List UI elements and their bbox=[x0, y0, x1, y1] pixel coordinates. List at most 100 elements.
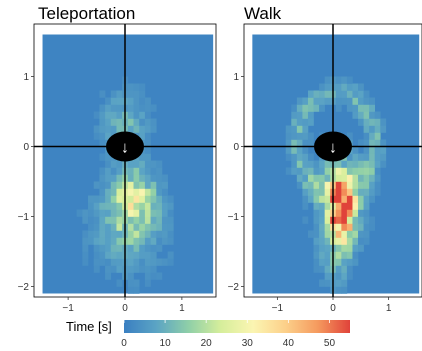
heatmap-cell bbox=[313, 174, 320, 182]
heatmap-cell bbox=[285, 153, 292, 161]
heatmap-cell bbox=[99, 174, 106, 182]
heatmap-cell bbox=[99, 251, 106, 259]
heatmap-cell bbox=[319, 90, 325, 98]
heatmap-cell bbox=[150, 202, 157, 210]
heatmap-cell bbox=[346, 265, 353, 273]
heatmap-cell bbox=[133, 265, 140, 273]
heatmap-cell bbox=[358, 209, 364, 217]
heatmap-cell bbox=[99, 167, 106, 175]
heatmap-cell bbox=[82, 251, 89, 259]
heatmap-cell bbox=[363, 160, 370, 168]
heatmap-cell bbox=[133, 244, 140, 252]
heatmap-cell bbox=[110, 160, 117, 168]
heatmap-cell bbox=[319, 279, 325, 287]
heatmap-cell bbox=[105, 216, 112, 224]
heatmap-cell bbox=[369, 132, 376, 140]
heatmap-cell bbox=[346, 97, 353, 105]
heatmap-cell bbox=[105, 104, 112, 112]
heatmap-cell bbox=[341, 181, 348, 189]
heatmap-cell bbox=[319, 244, 325, 252]
heatmap-cell bbox=[93, 230, 100, 238]
heatmap-cell bbox=[363, 188, 370, 196]
heatmap-cell bbox=[139, 251, 146, 259]
heatmap-cell bbox=[341, 83, 348, 91]
heatmap-cell bbox=[302, 111, 309, 119]
heatmap-cell bbox=[335, 104, 342, 112]
heatmap-cell bbox=[369, 181, 376, 189]
heatmap-cell bbox=[99, 181, 106, 189]
heatmap-cell bbox=[352, 216, 359, 224]
heatmap-cell bbox=[335, 237, 342, 245]
heatmap-cell bbox=[127, 125, 134, 133]
heatmap-cell bbox=[116, 90, 123, 98]
heatmap-cell bbox=[369, 160, 376, 168]
heatmap-cell bbox=[341, 174, 348, 182]
heatmap-cell bbox=[324, 76, 331, 84]
colorbar-tick-label: 10 bbox=[160, 338, 172, 349]
colorbar-tick-label: 20 bbox=[201, 338, 213, 349]
heatmap-cell bbox=[105, 97, 112, 105]
heatmap-cell bbox=[93, 111, 100, 119]
heatmap-cell bbox=[346, 209, 353, 217]
heatmap-cells-teleportation bbox=[42, 34, 214, 294]
heatmap-cell bbox=[93, 265, 100, 273]
heatmap-cell bbox=[324, 97, 331, 105]
heatmap-cell bbox=[150, 181, 157, 189]
heatmap-cell bbox=[110, 104, 117, 112]
heatmap-cell bbox=[363, 139, 370, 147]
heatmap-cell bbox=[352, 174, 359, 182]
heatmap-cell bbox=[127, 286, 134, 294]
heatmap-cell bbox=[358, 118, 364, 126]
heatmap-cell bbox=[352, 104, 359, 112]
heatmap-cell bbox=[88, 216, 95, 224]
heatmap-cell bbox=[88, 202, 95, 210]
heatmap-cell bbox=[99, 216, 106, 224]
heatmap-cell bbox=[110, 216, 117, 224]
heatmap-cell bbox=[358, 97, 364, 105]
heatmap-cell bbox=[139, 160, 146, 168]
axis-ticks-walk: −1 0 1 −2 −1 0 1 bbox=[228, 72, 392, 314]
heatmap-cell bbox=[346, 216, 353, 224]
heatmap-cell bbox=[302, 216, 309, 224]
heatmap-cell bbox=[105, 237, 112, 245]
heatmap-cell bbox=[313, 202, 320, 210]
heatmap-cell bbox=[105, 174, 112, 182]
heatmap-cell bbox=[133, 216, 140, 224]
heatmap-cell bbox=[374, 111, 381, 119]
panel-walk: Walk ↓ −1 0 1 −2 −1 0 1 bbox=[228, 4, 422, 314]
heatmap-cell bbox=[139, 202, 146, 210]
heatmap-cell bbox=[346, 272, 353, 280]
heatmap-cell bbox=[127, 83, 134, 91]
heatmap-cell bbox=[150, 230, 157, 238]
heatmap-cell bbox=[144, 111, 151, 119]
heatmap-cell bbox=[82, 230, 89, 238]
heatmap-cell bbox=[324, 209, 331, 217]
heatmap-cell bbox=[156, 174, 163, 182]
heatmap-cell bbox=[374, 174, 381, 182]
heatmap-cell bbox=[302, 125, 309, 133]
heatmap-cell bbox=[105, 160, 112, 168]
heatmap-cell bbox=[139, 97, 146, 105]
heatmap-cell bbox=[369, 216, 376, 224]
heatmap-cell bbox=[110, 244, 117, 252]
y-tick-label: −2 bbox=[18, 282, 30, 293]
heatmap-cell bbox=[127, 202, 134, 210]
heatmap-cell bbox=[352, 209, 359, 217]
heatmap-cell bbox=[335, 83, 342, 91]
heatmap-cell bbox=[161, 216, 168, 224]
heatmap-cell bbox=[105, 230, 112, 238]
heatmap-cell bbox=[346, 153, 353, 161]
heatmap-cell bbox=[324, 188, 331, 196]
heatmap-cell bbox=[352, 97, 359, 105]
heatmap-cell bbox=[363, 181, 370, 189]
heatmap-cell bbox=[105, 111, 112, 119]
heatmap-cell bbox=[341, 251, 348, 259]
heatmap-cell bbox=[352, 111, 359, 119]
colorbar-tick-label: 50 bbox=[324, 338, 336, 349]
heatmap-cell bbox=[313, 258, 320, 266]
heatmap-cell bbox=[150, 265, 157, 273]
heatmap-cell bbox=[346, 251, 353, 259]
heatmap-cell bbox=[156, 223, 163, 231]
heatmap-cell bbox=[116, 251, 123, 259]
